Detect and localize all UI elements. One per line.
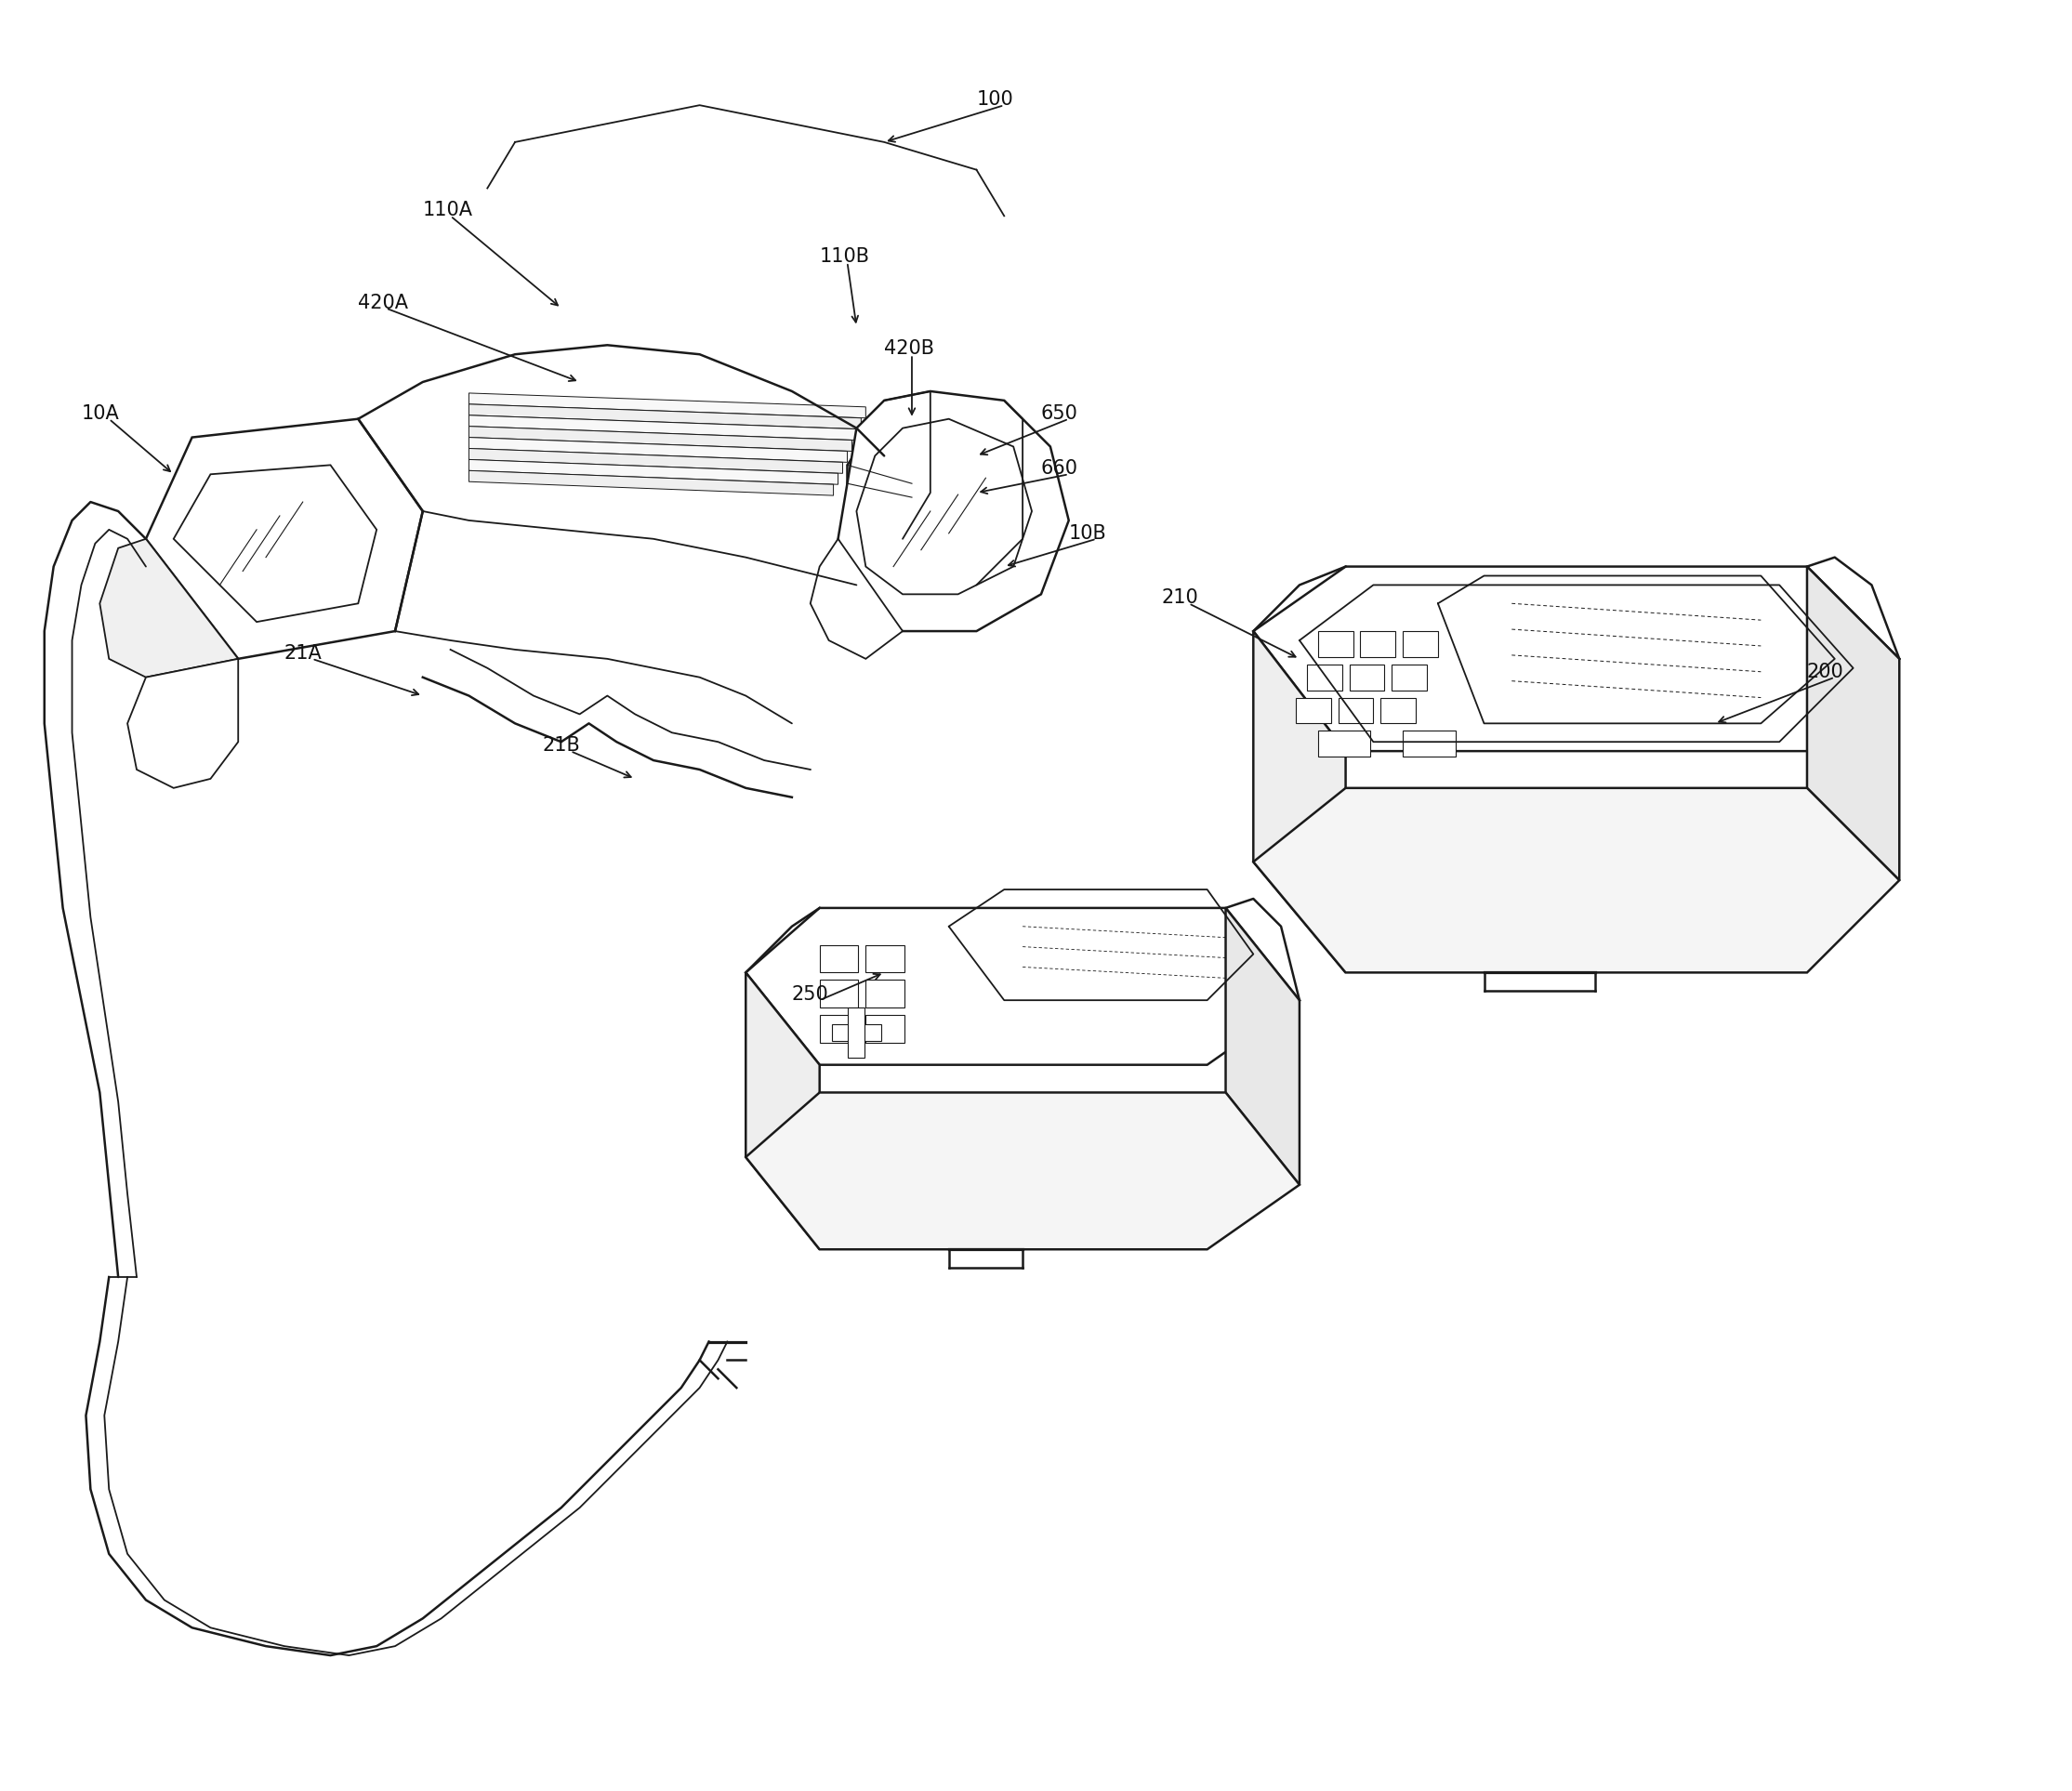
Text: 110B: 110B [821,247,870,265]
Polygon shape [866,980,905,1008]
Text: 10B: 10B [1069,525,1106,543]
Polygon shape [821,1015,858,1042]
Polygon shape [1254,566,1900,750]
Polygon shape [468,471,833,496]
Text: 21A: 21A [284,645,323,663]
Polygon shape [1403,731,1455,756]
Polygon shape [468,437,847,462]
Polygon shape [821,946,858,973]
Polygon shape [810,539,903,659]
Polygon shape [847,1008,864,1057]
Polygon shape [128,659,238,788]
Text: 21B: 21B [543,736,580,754]
Text: 660: 660 [1040,460,1077,478]
Polygon shape [837,390,1069,630]
Polygon shape [831,1024,881,1041]
Polygon shape [468,448,843,473]
Polygon shape [468,460,837,484]
Polygon shape [1339,697,1374,724]
Polygon shape [1380,697,1415,724]
Text: 420A: 420A [358,294,408,312]
Polygon shape [1254,630,1345,973]
Polygon shape [1403,630,1438,657]
Polygon shape [1307,664,1343,690]
Text: 210: 210 [1160,589,1198,607]
Polygon shape [866,1015,905,1042]
Polygon shape [174,466,377,621]
Polygon shape [1318,630,1353,657]
Text: 100: 100 [976,90,1013,109]
Text: 650: 650 [1040,405,1077,423]
Polygon shape [856,419,1032,595]
Polygon shape [1349,664,1384,690]
Polygon shape [468,405,862,430]
Text: 200: 200 [1807,663,1844,681]
Polygon shape [145,419,423,659]
Polygon shape [468,392,866,417]
Polygon shape [746,973,821,1250]
Polygon shape [1392,664,1428,690]
Text: 10A: 10A [81,405,120,423]
Polygon shape [99,539,238,677]
Polygon shape [1318,731,1370,756]
Polygon shape [866,946,905,973]
Polygon shape [746,908,1299,1066]
Polygon shape [821,980,858,1008]
Polygon shape [746,1093,1299,1250]
Polygon shape [1361,630,1394,657]
Polygon shape [847,437,912,510]
Polygon shape [468,426,852,451]
Polygon shape [1295,697,1330,724]
Text: 250: 250 [792,985,829,1005]
Polygon shape [1807,566,1900,879]
Text: 420B: 420B [885,340,934,358]
Polygon shape [468,416,856,441]
Text: 110A: 110A [423,201,472,220]
Polygon shape [1254,788,1900,973]
Polygon shape [1227,908,1299,1186]
